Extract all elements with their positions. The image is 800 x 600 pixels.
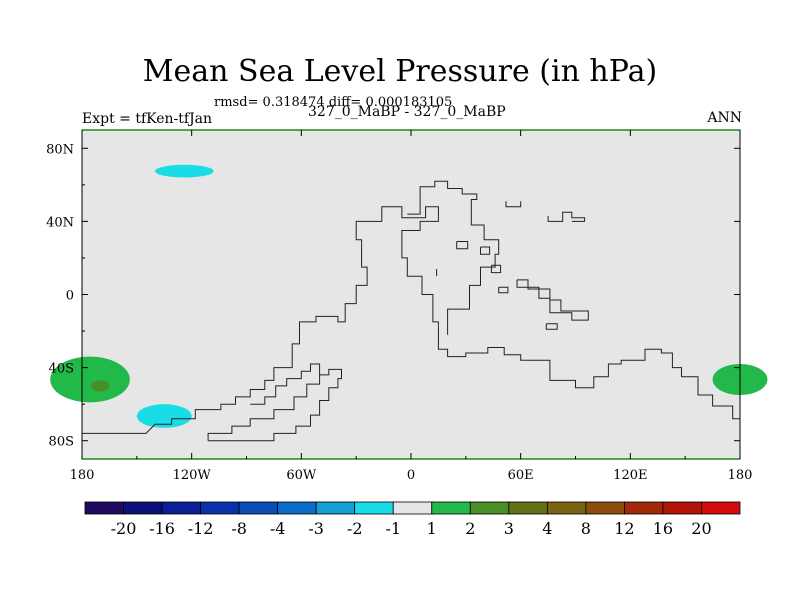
map-field — [82, 130, 740, 459]
coastline-segment — [480, 246, 491, 255]
y-tick-label: 40N — [46, 215, 74, 230]
coastline-segment — [498, 286, 509, 294]
x-axis: 180 120W 60W 0 60E 120E 180 — [70, 130, 753, 483]
x-tick-label: 180 — [70, 468, 95, 483]
coastline-segment — [207, 368, 342, 442]
anomaly-arctic-negative — [155, 164, 214, 178]
coastline-segment — [505, 201, 522, 208]
y-tick-label: 0 — [66, 289, 74, 304]
y-tick-label: 40S — [49, 362, 74, 377]
y-tick-label: 80S — [49, 435, 74, 450]
y-axis: 80N 40N 0 40S 80S — [46, 142, 740, 450]
x-tick-label: 0 — [407, 468, 415, 483]
coastline-layer — [82, 180, 740, 442]
left-label: Expt = tfKen-tfJan — [82, 111, 213, 127]
coastline-segment — [545, 323, 558, 330]
x-tick-label: 60W — [286, 468, 317, 483]
center-label: 327_0_MaBP - 327_0_MaBP — [308, 104, 506, 120]
coastline-segment — [547, 211, 586, 222]
anomaly-layer — [50, 164, 768, 428]
anomaly-southwest-positive — [50, 356, 130, 403]
coastline-segment — [490, 264, 502, 274]
stats-line: rmsd= 0.318474 diff= 0.000183105 — [214, 95, 453, 110]
anomaly-south-negative — [136, 404, 192, 428]
right-label: ANN — [707, 110, 742, 126]
y-tick-label: 80N — [46, 142, 74, 157]
page-title: Mean Sea Level Pressure (in hPa) — [142, 54, 658, 89]
x-tick-label: 180 — [728, 468, 753, 483]
coastline-segment — [516, 279, 589, 321]
map-background — [82, 130, 740, 459]
x-tick-label: 60E — [508, 468, 534, 483]
coastline-segment — [250, 363, 321, 405]
coastline-segment — [82, 206, 740, 434]
x-tick-label: 120E — [613, 468, 647, 483]
x-tick-label: 120W — [173, 468, 212, 483]
coastline-segment — [456, 241, 469, 250]
coastline-segment — [407, 180, 500, 335]
anomaly-southwest-core — [91, 380, 110, 392]
